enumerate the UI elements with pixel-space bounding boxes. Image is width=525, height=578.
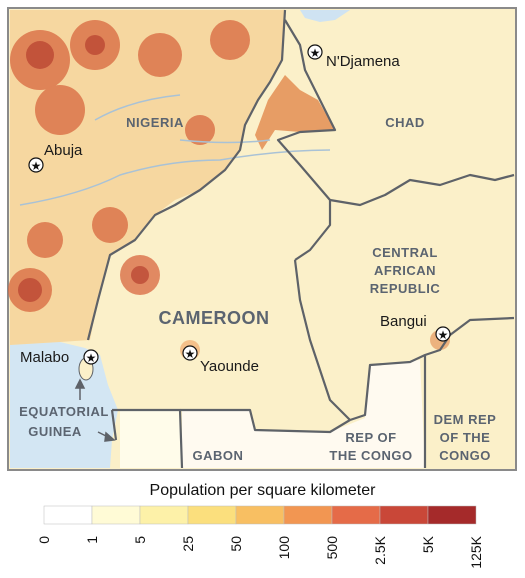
star-icon-malabo: ★ <box>83 349 99 365</box>
legend-swatch-5 <box>235 505 285 525</box>
label-congo-1: REP OF <box>345 430 396 445</box>
star-icon-bangui: ★ <box>435 326 451 342</box>
label-car-3: REPUBLIC <box>370 281 441 296</box>
legend-swatch-1 <box>43 505 93 525</box>
label-yaounde: Yaounde <box>200 358 259 375</box>
label-eq-guinea-2: GUINEA <box>28 424 82 439</box>
legend-swatch-8 <box>379 505 429 525</box>
legend-tick-label: 1 <box>84 536 100 544</box>
legend-tick-label: 0 <box>36 536 52 544</box>
label-car-1: CENTRAL <box>372 245 438 260</box>
star-icon-abuja: ★ <box>28 157 44 173</box>
label-gabon: GABON <box>193 448 244 463</box>
star-icon-yaounde: ★ <box>182 345 198 361</box>
legend-tick-label: 2.5K <box>372 535 388 564</box>
rivers <box>19 94 331 206</box>
legend-tick-label: 5K <box>420 535 436 553</box>
svg-text:★: ★ <box>438 328 449 342</box>
label-nigeria: NIGERIA <box>126 115 184 130</box>
label-malabo: Malabo <box>20 349 69 366</box>
far-north-density <box>255 75 335 150</box>
country-borders <box>86 9 515 469</box>
legend-tick-label: 100 <box>276 536 292 560</box>
legend-swatch-2 <box>91 505 141 525</box>
legend-swatch-3 <box>139 505 189 525</box>
legend-tick-label: 125K <box>468 535 484 568</box>
label-bangui: Bangui <box>380 313 427 330</box>
legend-tick-label: 5 <box>132 536 148 544</box>
legend-tick-label: 500 <box>324 536 340 560</box>
legend-tick-label: 25 <box>180 536 196 552</box>
label-eq-guinea-1: EQUATORIAL <box>19 404 109 419</box>
label-drc-2: OF THE <box>440 430 491 445</box>
star-icon-ndjamena: ★ <box>307 44 323 60</box>
nigeria-density-clusters <box>8 20 250 312</box>
eq-guinea-pointers <box>74 378 116 442</box>
svg-text:★: ★ <box>86 351 97 365</box>
label-drc-1: DEM REP <box>434 412 497 427</box>
lake-chad <box>300 10 350 22</box>
legend-tick-label: 50 <box>228 536 244 552</box>
label-congo-2: THE CONGO <box>329 448 412 463</box>
city-markers: ★ ★ ★ ★ ★ <box>28 44 451 365</box>
gabon-region <box>120 410 182 468</box>
label-abuja: Abuja <box>44 142 83 159</box>
label-ndjamena: N'Djamena <box>326 53 400 70</box>
svg-text:★: ★ <box>31 159 42 173</box>
svg-text:★: ★ <box>310 46 321 60</box>
legend-title: Population per square kilometer <box>149 482 376 499</box>
label-drc-3: CONGO <box>439 448 491 463</box>
label-chad: CHAD <box>385 115 425 130</box>
legend-swatch-7 <box>331 505 381 525</box>
legend-swatch-9 <box>427 505 477 525</box>
svg-text:★: ★ <box>185 347 196 361</box>
label-cameroon: CAMEROON <box>159 308 270 328</box>
congo-region <box>182 360 425 468</box>
label-car-2: AFRICAN <box>374 263 436 278</box>
legend-swatch-6 <box>283 505 333 525</box>
legend-swatch-4 <box>187 505 237 525</box>
legend-color-scale: 0 1 5 25 50 100 500 2.5K 5K 125K <box>36 505 484 569</box>
